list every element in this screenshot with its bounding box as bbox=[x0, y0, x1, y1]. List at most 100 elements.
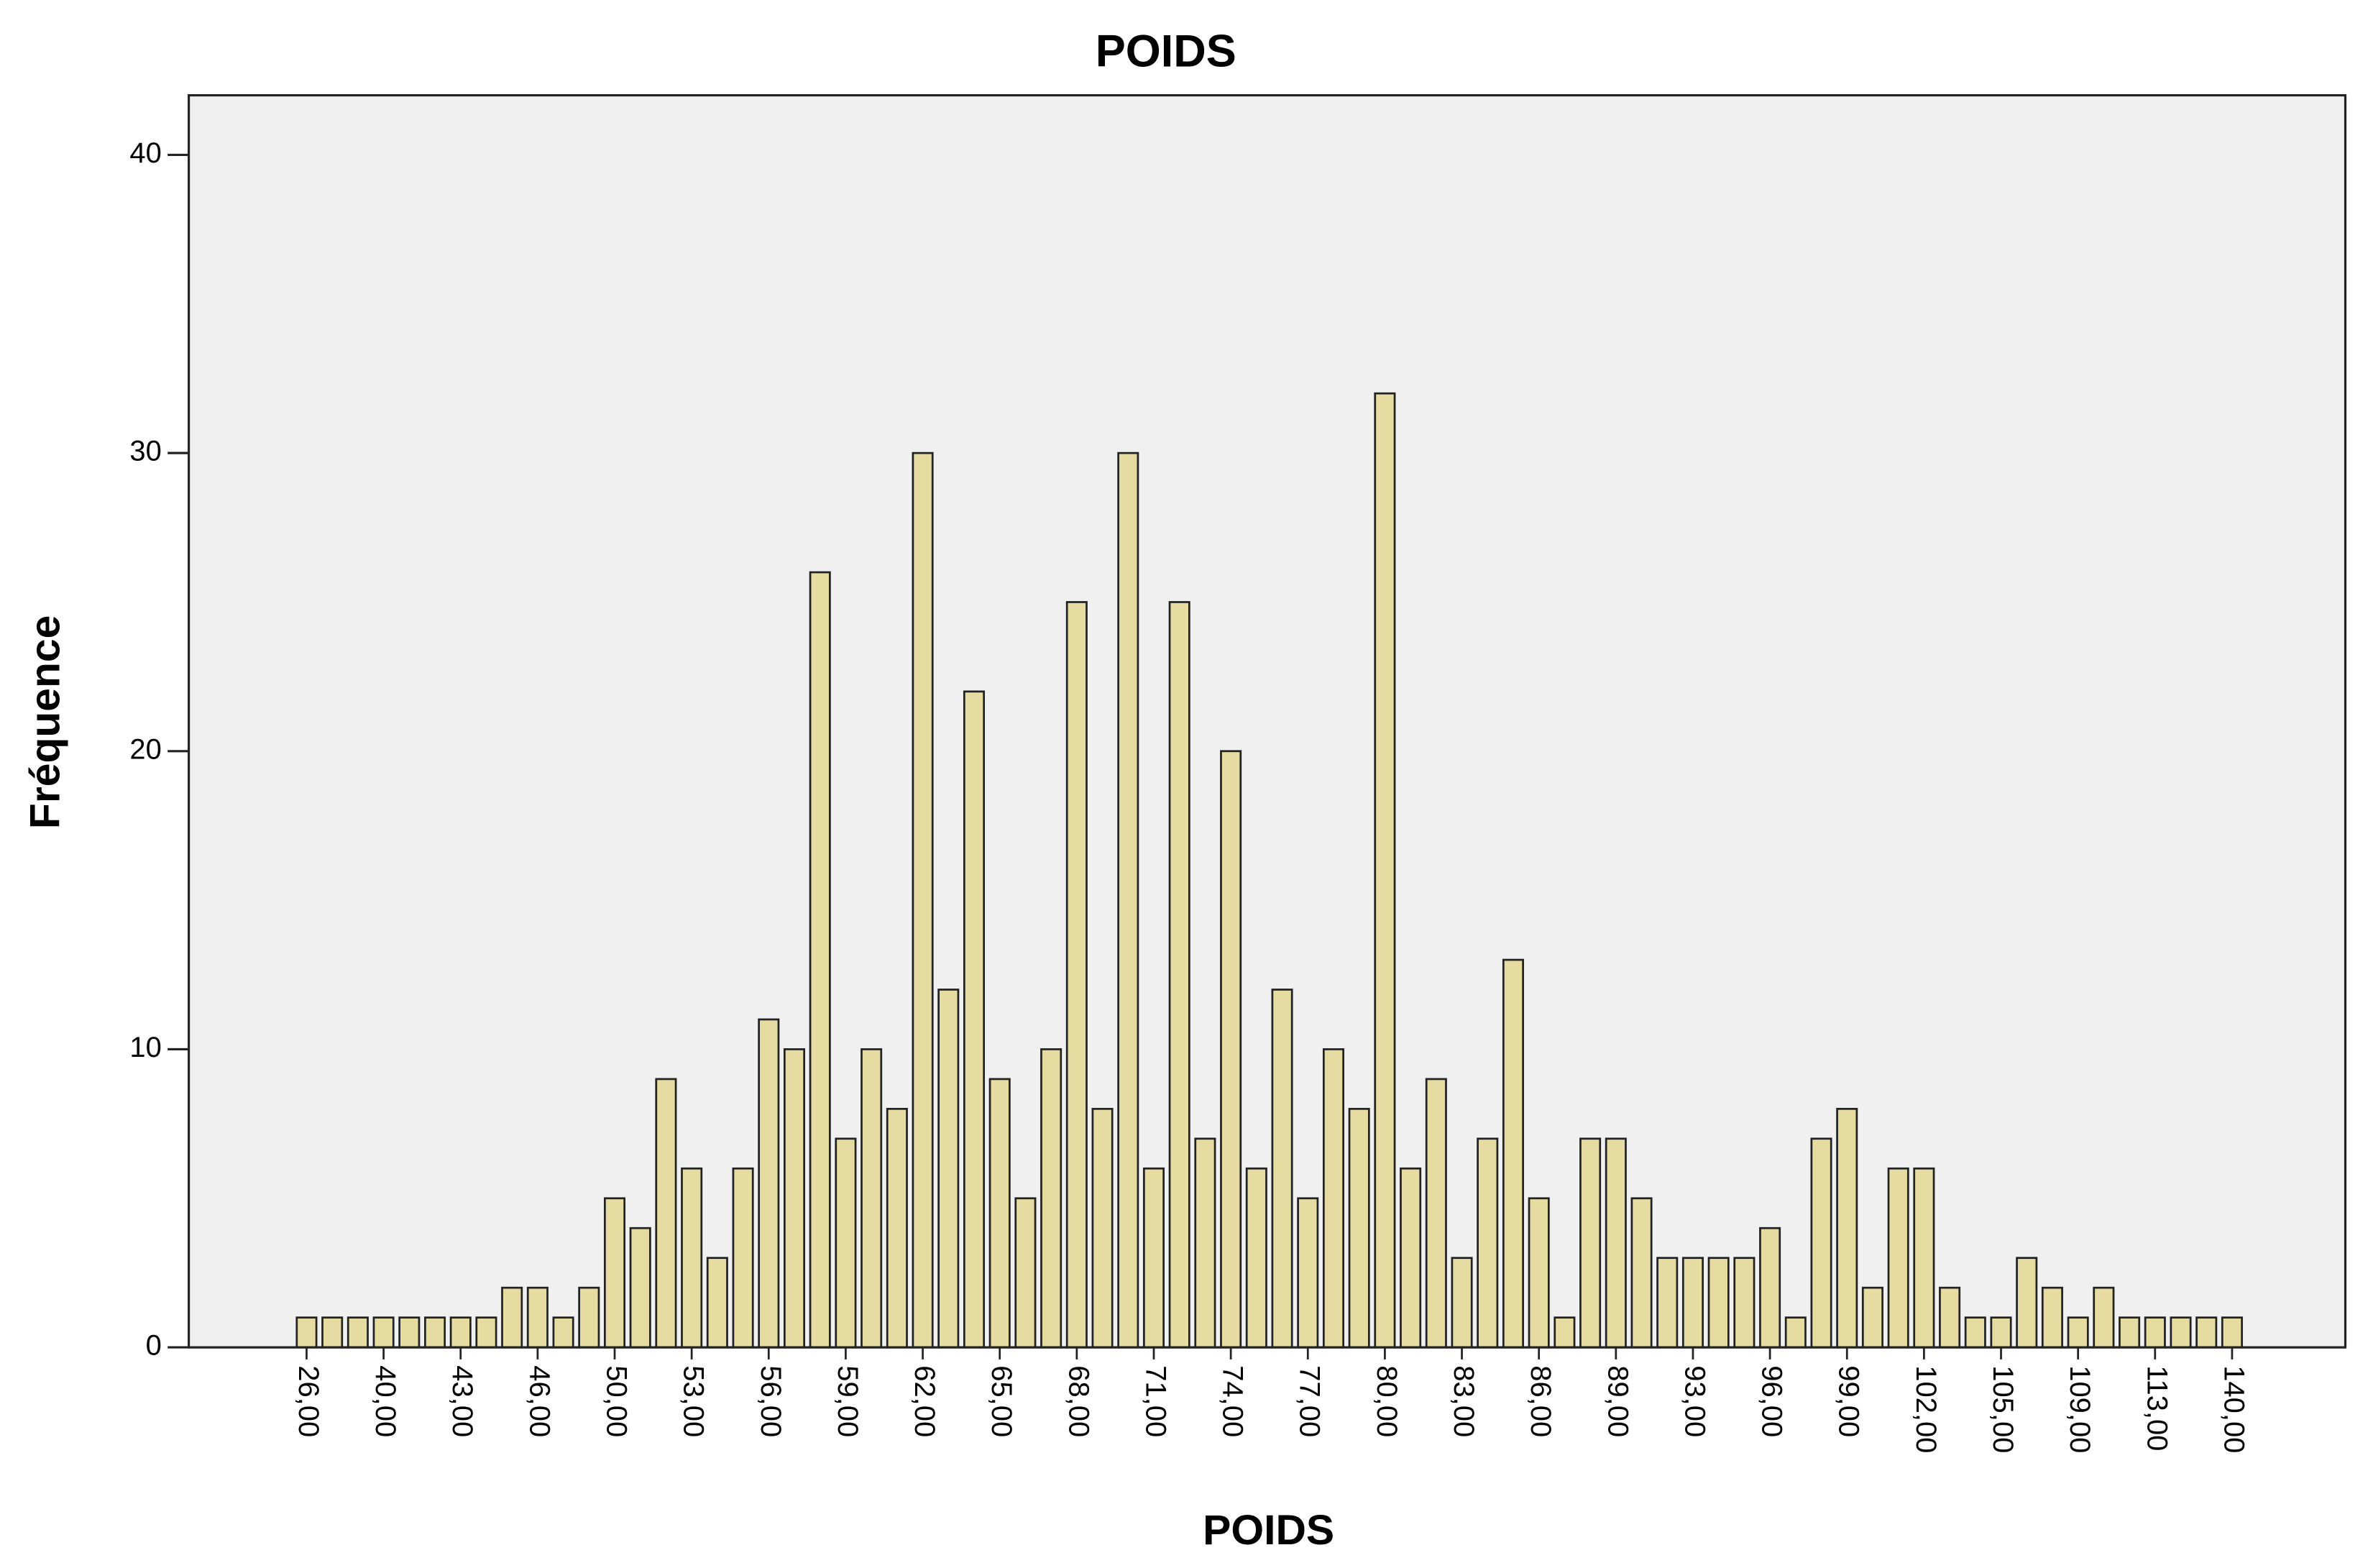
bar bbox=[1528, 1197, 1550, 1349]
bar bbox=[1142, 1167, 1165, 1349]
bar bbox=[629, 1227, 651, 1349]
x-tick-label: 83,00 bbox=[1448, 1365, 1479, 1437]
y-tick-label: 10 bbox=[129, 1032, 161, 1063]
x-tick-label: 86,00 bbox=[1525, 1365, 1556, 1437]
bar bbox=[1220, 750, 1242, 1349]
bar bbox=[1194, 1137, 1216, 1349]
x-tick-label: 109,00 bbox=[2064, 1365, 2096, 1453]
bar bbox=[1784, 1316, 1807, 1349]
y-tick-label: 0 bbox=[146, 1330, 162, 1362]
bar bbox=[2119, 1316, 2141, 1349]
x-tick-label: 50,00 bbox=[600, 1365, 632, 1437]
bar bbox=[1810, 1137, 1832, 1349]
bar bbox=[501, 1286, 523, 1349]
bar bbox=[1091, 1107, 1114, 1349]
bar bbox=[2041, 1286, 2063, 1349]
bar bbox=[1374, 392, 1396, 1349]
bar bbox=[1245, 1167, 1267, 1349]
bar bbox=[1681, 1257, 1704, 1349]
bar bbox=[2093, 1286, 2115, 1349]
bar bbox=[1836, 1107, 1858, 1349]
bar bbox=[1425, 1078, 1447, 1349]
bar bbox=[1605, 1137, 1627, 1349]
x-tick-label: 140,00 bbox=[2218, 1365, 2249, 1453]
bar bbox=[1502, 958, 1524, 1349]
bar bbox=[1065, 601, 1088, 1349]
bar bbox=[783, 1048, 806, 1349]
bar bbox=[321, 1316, 344, 1349]
bar bbox=[1348, 1107, 1370, 1349]
bar bbox=[2067, 1316, 2089, 1349]
bar bbox=[2170, 1316, 2192, 1349]
bar bbox=[1271, 989, 1293, 1349]
bar bbox=[1990, 1316, 2012, 1349]
y-tick-label: 40 bbox=[129, 137, 161, 169]
bar bbox=[1014, 1197, 1037, 1349]
x-tick-label: 43,00 bbox=[446, 1365, 478, 1437]
bar bbox=[1656, 1257, 1679, 1349]
bar bbox=[1759, 1227, 1781, 1349]
x-tick-label: 89,00 bbox=[1602, 1365, 1633, 1437]
bar bbox=[2195, 1316, 2218, 1349]
bar bbox=[552, 1316, 574, 1349]
x-tick-label: 80,00 bbox=[1371, 1365, 1403, 1437]
bar bbox=[1964, 1316, 1986, 1349]
bar bbox=[988, 1078, 1011, 1349]
bar bbox=[886, 1107, 908, 1349]
bar bbox=[706, 1257, 728, 1349]
bar bbox=[2016, 1257, 2038, 1349]
bar bbox=[1630, 1197, 1653, 1349]
bar bbox=[861, 1048, 883, 1349]
x-axis-title: POIDS bbox=[1203, 1507, 1334, 1554]
plot-area bbox=[188, 93, 2347, 1349]
bar bbox=[526, 1286, 549, 1349]
x-tick-label: 65,00 bbox=[986, 1365, 1017, 1437]
bar bbox=[423, 1316, 446, 1349]
bar bbox=[295, 1316, 318, 1349]
x-tick-label: 68,00 bbox=[1063, 1365, 1094, 1437]
bar bbox=[937, 989, 960, 1349]
bar bbox=[758, 1018, 780, 1349]
bar bbox=[398, 1316, 421, 1349]
x-tick-label: 93,00 bbox=[1679, 1365, 1710, 1437]
bar bbox=[1040, 1048, 1063, 1349]
bar bbox=[1707, 1257, 1730, 1349]
x-tick-label: 46,00 bbox=[523, 1365, 555, 1437]
bar bbox=[1168, 601, 1190, 1349]
x-tick-label: 71,00 bbox=[1139, 1365, 1171, 1437]
x-tick-label: 96,00 bbox=[1756, 1365, 1788, 1437]
bar bbox=[963, 690, 986, 1349]
bar bbox=[2144, 1316, 2166, 1349]
bar bbox=[835, 1137, 857, 1349]
bar bbox=[809, 571, 831, 1349]
bar bbox=[681, 1167, 703, 1349]
bar bbox=[1887, 1167, 1909, 1349]
bar bbox=[1477, 1137, 1499, 1349]
chart-title: POIDS bbox=[1096, 26, 1236, 76]
bar bbox=[1400, 1167, 1422, 1349]
x-tick-label: 105,00 bbox=[1987, 1365, 2019, 1453]
bar bbox=[1733, 1257, 1756, 1349]
bar bbox=[475, 1316, 497, 1349]
x-tick-label: 102,00 bbox=[1910, 1365, 1942, 1453]
bar bbox=[1913, 1167, 1935, 1349]
bar bbox=[1861, 1286, 1883, 1349]
x-tick-label: 62,00 bbox=[909, 1365, 940, 1437]
bar bbox=[1579, 1137, 1602, 1349]
bar bbox=[347, 1316, 369, 1349]
bar bbox=[912, 451, 934, 1349]
bar bbox=[372, 1316, 395, 1349]
bar bbox=[603, 1197, 626, 1349]
bar bbox=[1939, 1286, 1961, 1349]
x-tick-label: 40,00 bbox=[370, 1365, 401, 1437]
bar bbox=[449, 1316, 472, 1349]
x-tick-label: 113,00 bbox=[2141, 1365, 2172, 1451]
bar bbox=[1451, 1257, 1473, 1349]
bar bbox=[1297, 1197, 1319, 1349]
bar bbox=[1117, 451, 1139, 1349]
bar bbox=[2221, 1316, 2243, 1349]
x-tick-label: 77,00 bbox=[1294, 1365, 1326, 1437]
x-tick-label: 74,00 bbox=[1217, 1365, 1249, 1437]
bar bbox=[1554, 1316, 1576, 1349]
